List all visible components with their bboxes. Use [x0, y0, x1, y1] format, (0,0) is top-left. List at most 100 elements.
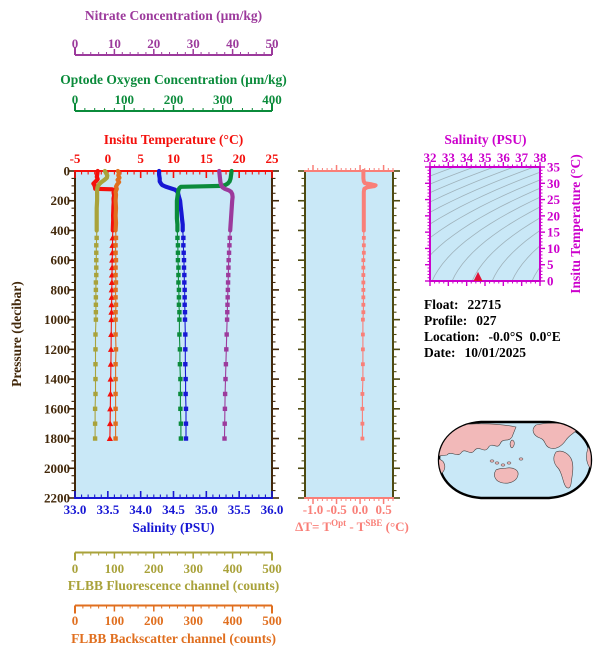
map-island: [489, 459, 495, 463]
ts-salinity-tick-label: 36: [497, 150, 511, 165]
ts-temperature-tick-label: 35: [547, 160, 561, 175]
nitrate-marker: [227, 243, 232, 248]
backscatter-marker: [113, 421, 118, 426]
ts-temperature-tick-label: 0: [547, 274, 554, 289]
ts-density-contour: [430, 167, 475, 185]
oxygen-marker: [175, 243, 181, 248]
ts-density-contour: [491, 229, 540, 281]
ts-salinity-tick-label: 32: [424, 150, 437, 165]
map-island: [500, 463, 506, 467]
fluorescence-marker: [94, 265, 99, 270]
map-island: [506, 461, 512, 465]
fluorescence-tick-label: 400: [223, 561, 243, 576]
salinity-profile-thick: [157, 168, 185, 233]
nitrate-marker: [223, 362, 229, 367]
fluorescence-marker: [93, 287, 99, 293]
oxygen-marker: [175, 257, 181, 263]
fluorescence-axis-title: FLBB Fluorescence channel (counts): [67, 578, 280, 593]
temperature-tick-label: 15: [200, 151, 214, 166]
delta-t-marker: [360, 347, 365, 352]
oxygen-marker: [177, 347, 183, 352]
delta-t-title-sup1: Opt: [331, 518, 347, 528]
salinity-axis-title: Salinity (PSU): [132, 520, 215, 535]
pressure-tick-label: 400: [51, 223, 71, 238]
temperature-marker: [108, 301, 115, 308]
ts-temperature-tick-label: 20: [547, 208, 560, 223]
fluorescence-profile-thick: [94, 168, 110, 233]
ts-density-contour: [430, 167, 535, 213]
delta-t-title-sup2: SBE: [365, 518, 383, 528]
delta-t-marker: [360, 406, 365, 411]
oxygen-marker: [176, 280, 181, 285]
pressure-tick-label: 200: [51, 193, 71, 208]
fluorescence-marker: [93, 362, 98, 367]
salinity-tick-label: 34.5: [162, 502, 185, 517]
ts-diagram-background: [430, 167, 540, 281]
nitrate-marker: [226, 272, 231, 278]
fluorescence-marker: [93, 376, 98, 382]
pressure-tick-label: 0: [64, 164, 71, 179]
oxygen-tick-label: 400: [262, 92, 282, 107]
backscatter-tick-label: 200: [144, 613, 164, 628]
nitrate-marker: [224, 317, 230, 322]
oxygen-profile-thick: [174, 168, 234, 233]
backscatter-axis-title: FLBB Backscatter channel (counts): [71, 631, 276, 646]
salinity-marker: [181, 265, 187, 270]
fluorescence-marker: [92, 406, 98, 412]
backscatter-marker: [113, 295, 118, 300]
oxygen-marker: [176, 272, 181, 278]
salinity-marker: [183, 362, 188, 367]
backscatter-marker: [113, 265, 118, 270]
temperature-axis-title: Insitu Temperature (°C): [103, 132, 244, 147]
ts-density-contour: [451, 206, 540, 281]
backscatter-tick-label: 300: [183, 613, 203, 628]
oxygen-marker: [178, 406, 183, 412]
delta-t-marker: [361, 310, 366, 315]
oxygen-marker: [177, 310, 182, 315]
fluorescence-marker: [93, 310, 99, 315]
location-value: -0.0°S 0.0°E: [488, 329, 561, 344]
temperature-marker: [107, 390, 114, 397]
temperature-marker: [107, 345, 115, 352]
salinity-marker: [183, 406, 189, 412]
delta-t-title-prefix: ΔT= T: [295, 519, 332, 534]
nitrate-tick-label: 30: [187, 36, 200, 51]
delta-t-marker: [361, 235, 366, 240]
date-value: 10/01/2025: [464, 345, 526, 360]
backscatter-marker: [113, 436, 118, 441]
nitrate-marker: [225, 302, 230, 307]
salinity-tick-label: 33.5: [96, 502, 119, 517]
nitrate-marker: [225, 287, 231, 293]
salinity-marker: [183, 391, 188, 397]
pressure-tick-label: 800: [51, 282, 71, 297]
fluorescence-marker: [94, 235, 99, 241]
delta-t-marker: [361, 302, 366, 307]
temperature-marker: [107, 360, 114, 367]
backscatter-marker: [113, 406, 118, 412]
temperature-marker: [106, 420, 114, 427]
temperature-marker: [108, 316, 115, 323]
salinity-marker: [181, 250, 186, 255]
backscatter-marker: [113, 332, 118, 337]
fluorescence-marker: [92, 436, 98, 441]
backscatter-marker: [113, 391, 118, 397]
pressure-tick-label: 1800: [44, 431, 70, 446]
nitrate-marker: [225, 295, 230, 300]
backscatter-marker: [113, 235, 119, 241]
fluorescence-tick-label: 100: [105, 561, 125, 576]
oxygen-axis-title: Optode Oxygen Concentration (µm/kg): [60, 72, 287, 87]
delta-t-marker: [361, 288, 366, 292]
backscatter-marker: [113, 250, 118, 255]
oxygen-marker: [176, 287, 182, 293]
oxygen-marker: [177, 362, 183, 367]
temperature-marker: [106, 435, 113, 442]
ts-salinity-tick-label: 38: [534, 150, 548, 165]
temperature-marker: [108, 279, 116, 285]
pressure-tick-label: 2000: [44, 461, 70, 476]
delta-t-plot-background: [305, 171, 393, 498]
float-info-panel: Float: 22715 Profile: 027 Location: -0.0°S …: [424, 297, 561, 361]
backscatter-marker: [113, 317, 118, 322]
delta-t-marker: [361, 273, 366, 277]
profile-number-line: Profile: 027: [424, 313, 561, 329]
